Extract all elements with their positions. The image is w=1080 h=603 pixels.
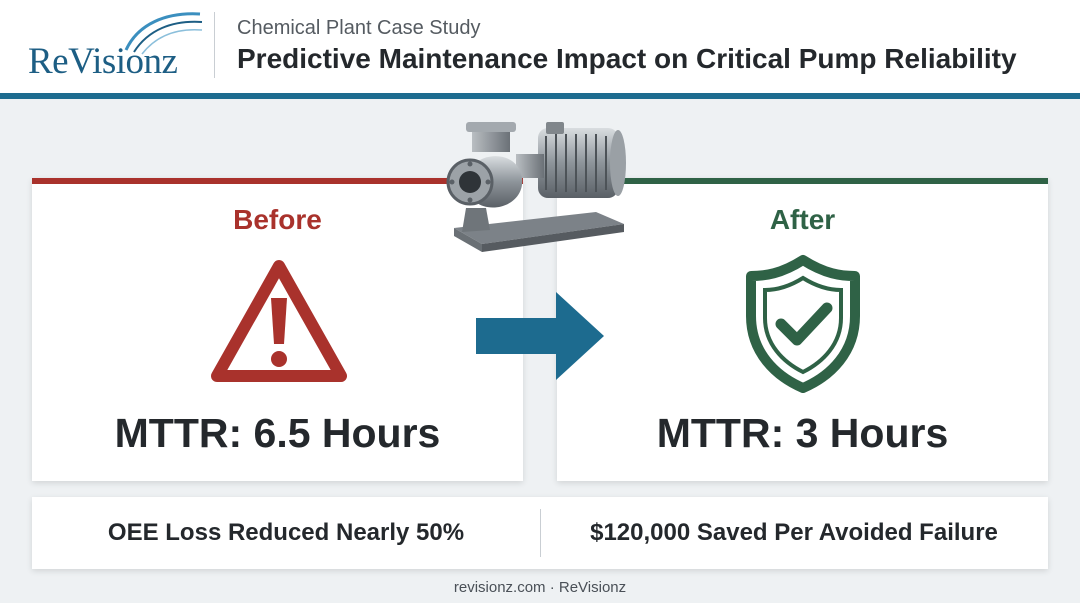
- summary-bar: OEE Loss Reduced Nearly 50% $120,000 Sav…: [32, 497, 1048, 569]
- header-divider: [214, 12, 215, 78]
- right-arrow-icon: [476, 292, 604, 380]
- after-metric: MTTR: 3 Hours: [656, 410, 949, 456]
- brand-logo: ReVisionz: [28, 10, 203, 82]
- before-metric: MTTR: 6.5 Hours: [114, 410, 441, 456]
- before-label: Before: [233, 204, 322, 235]
- logo-swoosh-icon: [124, 12, 203, 55]
- header: ReVisionz Chemical Plant Case Study Pred…: [0, 0, 1080, 93]
- warning-triangle-icon: [211, 260, 347, 382]
- summary-divider: [540, 509, 541, 557]
- footer-text: revisionz.com · ReVisionz: [453, 579, 627, 596]
- logo-wordmark: ReVisionz: [28, 41, 178, 82]
- after-label: After: [769, 204, 836, 235]
- before-card: Before MTTR: 6.5 Hours: [32, 178, 523, 481]
- page-subtitle: Chemical Plant Case Study: [237, 17, 481, 39]
- header-rule: [0, 93, 1080, 99]
- savings-summary: $120,000 Saved Per Avoided Failure: [590, 519, 998, 546]
- centrifugal-pump-icon: [446, 122, 626, 252]
- shield-check-icon: [746, 255, 860, 393]
- after-card: After MTTR: 3 Hours: [557, 178, 1048, 481]
- oee-summary: OEE Loss Reduced Nearly 50%: [107, 519, 465, 546]
- page-title: Predictive Maintenance Impact on Critica…: [237, 43, 1017, 74]
